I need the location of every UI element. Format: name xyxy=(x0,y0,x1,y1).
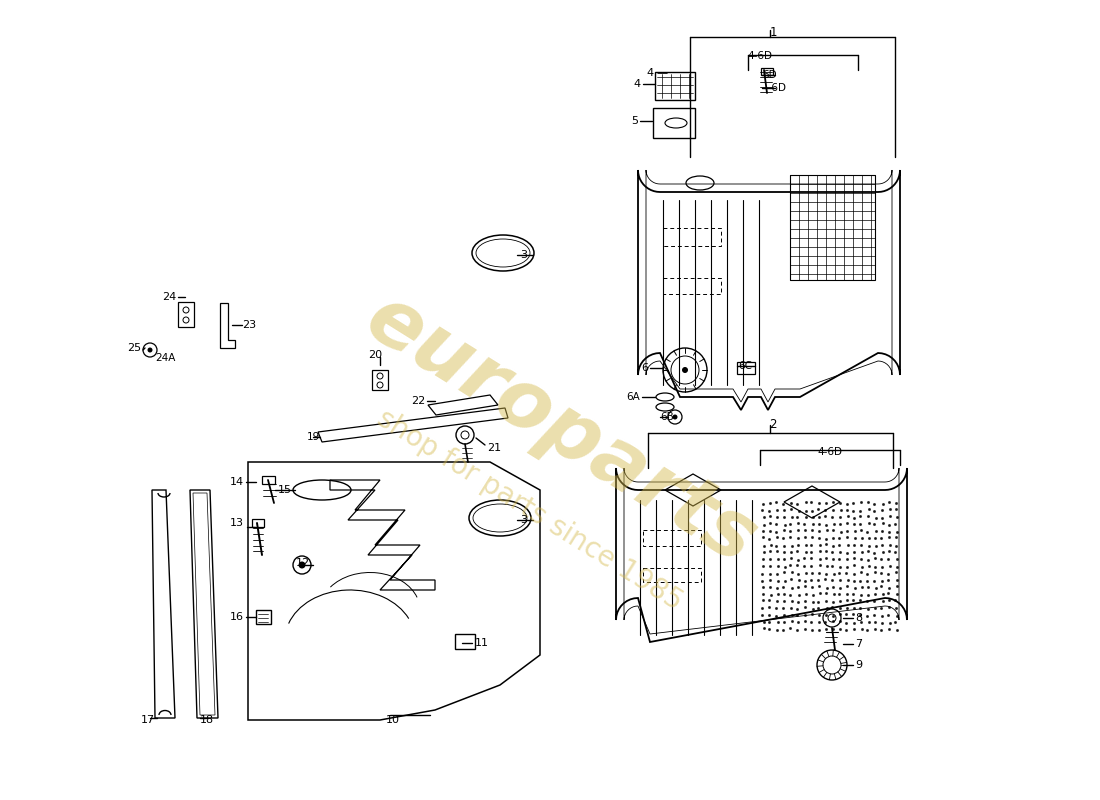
Text: 23: 23 xyxy=(242,320,256,330)
Text: 2: 2 xyxy=(769,418,777,431)
Text: 19: 19 xyxy=(307,432,320,442)
Text: 15: 15 xyxy=(278,485,292,495)
Text: 5: 5 xyxy=(631,116,638,126)
Text: 9: 9 xyxy=(855,660,862,670)
Bar xyxy=(737,362,755,374)
Text: —: — xyxy=(656,68,667,78)
Text: 24: 24 xyxy=(162,292,176,302)
Text: 3: 3 xyxy=(520,515,527,525)
Text: 6A: 6A xyxy=(626,392,640,402)
Bar xyxy=(644,530,701,546)
Bar xyxy=(663,278,720,294)
Text: 4: 4 xyxy=(647,68,654,78)
Text: 8: 8 xyxy=(855,613,862,623)
Bar xyxy=(663,228,720,246)
Text: 13: 13 xyxy=(230,518,244,528)
Circle shape xyxy=(682,367,688,373)
Text: 6: 6 xyxy=(641,363,648,373)
Text: 7: 7 xyxy=(855,639,862,649)
Bar xyxy=(455,634,475,649)
Text: 20: 20 xyxy=(367,350,382,360)
Text: 6B: 6B xyxy=(660,412,673,422)
Text: 1: 1 xyxy=(769,26,777,38)
Bar xyxy=(262,476,275,484)
Bar xyxy=(372,370,388,390)
Text: 21: 21 xyxy=(487,443,502,453)
Bar xyxy=(761,68,773,75)
Bar xyxy=(644,568,701,582)
Bar xyxy=(256,610,271,624)
Text: 11: 11 xyxy=(475,638,490,648)
Text: 12: 12 xyxy=(296,558,310,568)
Bar xyxy=(252,519,264,527)
Bar xyxy=(653,108,695,138)
Text: europarts: europarts xyxy=(351,279,769,581)
Text: 4: 4 xyxy=(634,79,641,89)
Text: 10: 10 xyxy=(386,715,400,725)
Text: 6C: 6C xyxy=(738,361,752,371)
Text: 4-6D: 4-6D xyxy=(817,447,843,457)
Text: 25: 25 xyxy=(126,343,141,353)
Text: shop for parts since 1985: shop for parts since 1985 xyxy=(372,404,688,616)
Text: 4-6D: 4-6D xyxy=(748,51,772,61)
Text: —6D: —6D xyxy=(762,83,786,93)
Circle shape xyxy=(147,347,153,353)
Text: 22: 22 xyxy=(410,396,425,406)
Circle shape xyxy=(672,414,678,419)
Text: 16: 16 xyxy=(230,612,244,622)
Text: 18: 18 xyxy=(200,715,214,725)
Bar xyxy=(790,175,874,280)
Text: 24A: 24A xyxy=(155,353,176,363)
Text: 14: 14 xyxy=(230,477,244,487)
Bar xyxy=(178,302,194,327)
Bar xyxy=(654,72,695,100)
Text: 3: 3 xyxy=(520,250,527,260)
Text: 6D: 6D xyxy=(762,70,777,80)
Text: 17: 17 xyxy=(141,715,155,725)
Circle shape xyxy=(298,562,306,569)
